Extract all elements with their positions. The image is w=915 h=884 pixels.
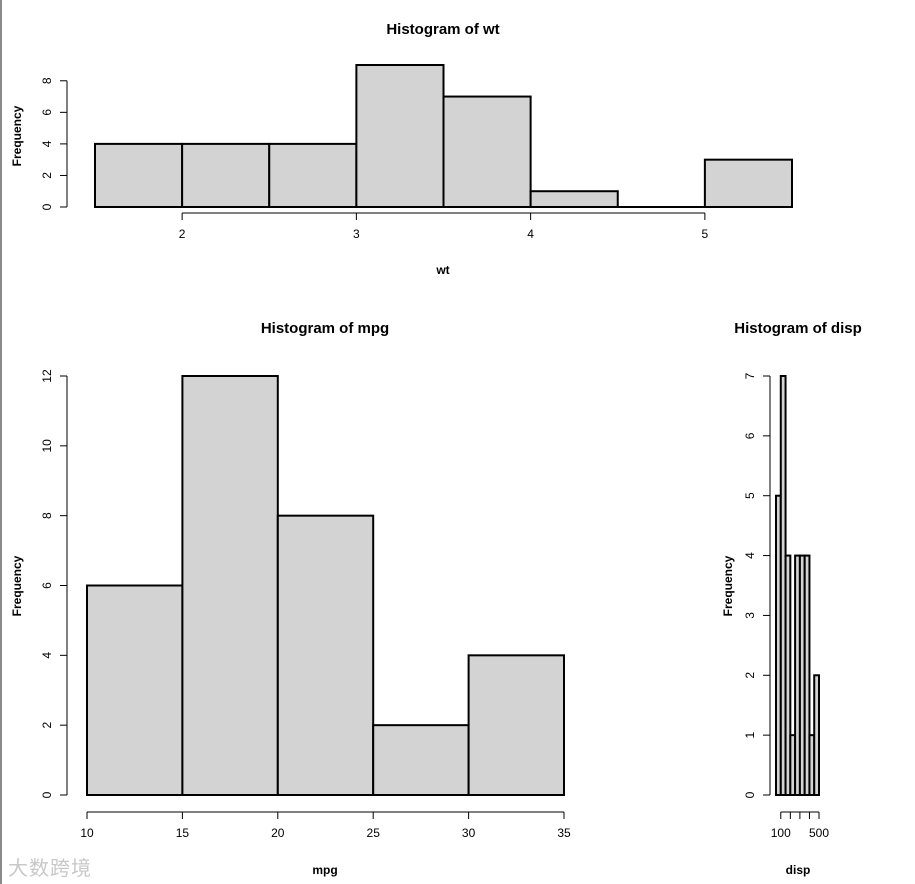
y-tick-label: 12 [40,369,54,383]
x-tick-label: 10 [80,826,94,840]
y-tick-label: 10 [40,439,54,453]
y-axis-label: Frequency [721,555,735,616]
histogram-bar [355,64,445,208]
y-axis-label: Frequency [10,105,24,166]
histogram-bar [276,514,375,797]
histogram-bar [372,724,470,797]
y-tick-label: 6 [40,109,54,116]
histogram-bar [94,142,184,208]
y-tick-label: 0 [40,791,54,798]
x-tick-label: 500 [809,826,829,840]
histogram-mpg-panel: Histogram of mpg 10 15 20 25 30 35 mpg 0 2 4 6 8 10 12… [10,320,571,877]
chart-title: Histogram of wt [386,21,499,38]
y-tick-label: 2 [40,172,54,179]
x-tick-label: 5 [702,227,709,241]
y-tick-label: 8 [40,512,54,519]
y-tick-label: 0 [743,791,757,798]
y-tick-label: 5 [743,492,757,499]
x-tick-label: 30 [462,826,476,840]
histogram-bar [86,584,184,796]
y-tick-label: 6 [40,582,54,589]
x-tick-label: 3 [353,227,360,241]
y-tick-label: 4 [40,652,54,659]
y-tick-label: 1 [743,731,757,738]
x-tick-label: 4 [527,227,534,241]
y-tick-label: 7 [743,372,757,379]
histogram-bar [529,190,619,209]
x-axis-label: mpg [312,863,337,877]
chart-title: Histogram of disp [734,320,862,337]
y-tick-label: 0 [40,203,54,210]
y-tick-label: 2 [743,672,757,679]
x-tick-label: 25 [367,826,381,840]
y-tick-label: 6 [743,432,757,439]
y-tick-label: 3 [743,612,757,619]
y-tick-label: 4 [743,552,757,559]
x-tick-label: 15 [176,826,190,840]
histogram-disp-panel: Histogram of disp 100 500 disp 0 1 2 3 4 5 6 7 Frequ… [721,320,862,877]
x-axis-label: wt [435,263,449,277]
histogram-bar [268,142,358,208]
y-tick-label: 8 [40,77,54,84]
histogram-bar [784,554,792,796]
histogram-bar [181,142,271,208]
watermark-text: 大数跨境 [8,856,92,880]
x-axis-label: disp [786,863,811,877]
x-tick-label: 35 [557,826,571,840]
histogram-wt-panel: Histogram of wt 2 3 4 5 wt 0 2 4 6 8 Frequency [10,21,793,277]
x-tick-label: 100 [771,826,791,840]
y-tick-label: 2 [40,722,54,729]
y-axis-label: Frequency [10,555,24,616]
histogram-bar [813,674,821,796]
x-tick-label: 2 [179,227,186,241]
histogram-bar [703,158,793,209]
histogram-bar [467,654,566,796]
x-tick-label: 20 [271,826,285,840]
histogram-bar [181,375,279,796]
histogram-bar [803,554,811,796]
y-tick-label: 4 [40,140,54,147]
window-left-border [0,0,2,884]
histogram-bar [442,95,532,208]
chart-title: Histogram of mpg [261,320,389,337]
